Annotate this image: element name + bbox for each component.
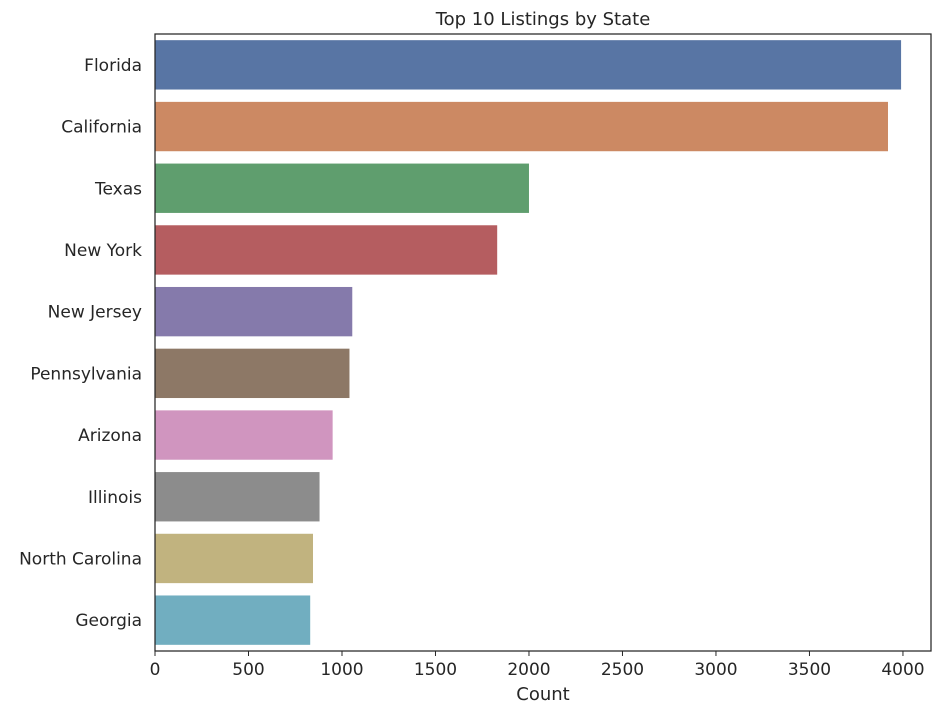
y-tick-label: Arizona	[78, 426, 142, 446]
y-tick-label: Pennsylvania	[30, 364, 142, 384]
x-tick-label: 1500	[414, 660, 457, 680]
y-tick-label: Florida	[84, 56, 142, 76]
bar-california	[155, 101, 888, 152]
bar-arizona	[155, 410, 333, 460]
x-tick-label: 1000	[320, 660, 363, 680]
y-tick-label: Georgia	[75, 611, 142, 631]
x-tick-label: 3000	[694, 660, 737, 680]
y-tick-label: Texas	[94, 179, 142, 199]
y-tick-label: California	[61, 118, 142, 138]
bar-new-york	[155, 225, 498, 275]
bar-north-carolina	[155, 533, 314, 584]
bar-georgia	[155, 595, 311, 645]
x-axis-label: Count	[516, 684, 569, 705]
bar-florida	[155, 40, 902, 90]
bar-texas	[155, 163, 529, 213]
x-tick-label: 2000	[507, 660, 550, 680]
bars-layer	[155, 40, 902, 645]
x-tick-label: 2500	[601, 660, 644, 680]
y-tick-label: North Carolina	[19, 549, 142, 569]
bar-new-jersey	[155, 286, 353, 337]
x-tick-label: 4000	[881, 660, 924, 680]
plot-frame	[154, 33, 932, 652]
y-tick-label: New Jersey	[48, 303, 142, 323]
y-tick-labels: Florida California Texas New York New Jersey…	[19, 56, 142, 631]
x-tick-label: 3500	[788, 660, 831, 680]
bar-illinois	[155, 472, 320, 522]
x-tick-label: 0	[150, 660, 161, 680]
x-tick-label: 500	[232, 660, 264, 680]
x-tick-labels: 0 500 1000 1500 2000 2500 3000 3500 4000	[150, 651, 925, 680]
y-tick-label: Illinois	[88, 488, 142, 508]
y-tick-label: New York	[64, 241, 142, 261]
bar-pennsylvania	[155, 348, 350, 399]
chart-title: Top 10 Listings by State	[435, 9, 651, 30]
